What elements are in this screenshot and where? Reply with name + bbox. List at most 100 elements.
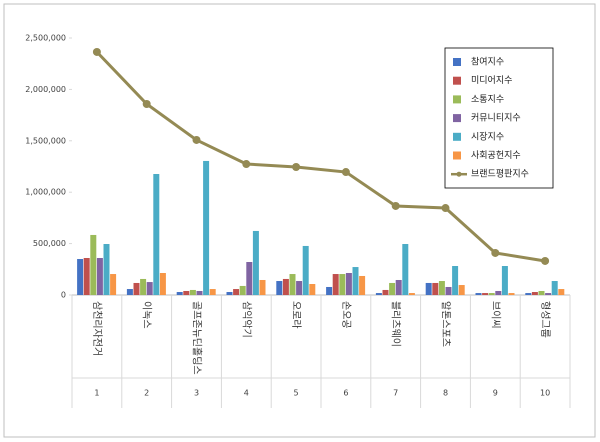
- rank-label: 1: [94, 389, 99, 398]
- bar: [226, 292, 233, 295]
- bar: [126, 289, 133, 295]
- legend-swatch: [453, 76, 461, 85]
- bar: [525, 293, 532, 295]
- legend-swatch: [453, 114, 461, 123]
- bar: [402, 244, 409, 295]
- bar: [488, 293, 495, 295]
- bar: [445, 286, 452, 295]
- bar: [233, 289, 240, 295]
- y-tick-label: 0: [61, 291, 66, 300]
- bar: [408, 293, 415, 295]
- bar: [209, 289, 216, 295]
- legend-label: 커뮤니티지수: [471, 113, 521, 124]
- x-tick-label: 알톤스포츠: [440, 301, 452, 347]
- x-tick-label: 삼천리자전거: [91, 301, 103, 356]
- line-marker: [192, 135, 201, 144]
- x-tick-label: 이녹스: [141, 301, 153, 329]
- bar: [77, 259, 84, 295]
- bar: [252, 230, 259, 295]
- legend-label: 사회공헌지수: [471, 150, 521, 161]
- bar: [282, 278, 289, 295]
- bar: [352, 267, 359, 295]
- bar: [176, 292, 183, 295]
- legend-label: 소통지수: [471, 94, 504, 105]
- legend-swatch: [453, 151, 461, 160]
- bar: [508, 293, 515, 295]
- rank-label: 5: [294, 389, 299, 398]
- bar: [438, 281, 445, 295]
- y-tick-label: 500,000: [33, 239, 66, 248]
- legend-label: 미디어지수: [471, 75, 512, 86]
- bar: [531, 292, 538, 295]
- bar: [482, 293, 489, 295]
- rank-label: 8: [443, 389, 448, 398]
- x-tick-label: 오로라: [290, 301, 302, 329]
- bar: [302, 245, 309, 295]
- bar: [133, 282, 140, 295]
- bar: [289, 274, 296, 295]
- bar: [501, 266, 508, 295]
- x-tick-label: 브이씨: [489, 301, 501, 329]
- y-tick-label: 1,000,000: [25, 188, 66, 197]
- bar: [183, 290, 190, 295]
- bar: [395, 279, 402, 295]
- bar: [345, 273, 352, 295]
- line-marker: [242, 160, 251, 169]
- legend-swatch: [453, 95, 461, 104]
- bar: [146, 282, 153, 295]
- y-tick-label: 1,500,000: [25, 136, 66, 145]
- legend-swatch: [453, 58, 461, 66]
- line-marker: [292, 163, 301, 172]
- x-tick-label: 삼익악기: [240, 301, 252, 338]
- bar: [83, 257, 90, 295]
- rank-label: 2: [144, 389, 149, 398]
- bar: [551, 281, 558, 295]
- bar: [239, 285, 246, 295]
- bar: [375, 293, 382, 295]
- bar: [159, 273, 166, 295]
- legend-label: 참여지수: [471, 56, 504, 68]
- legend-box: [444, 47, 554, 189]
- bar: [382, 289, 389, 295]
- rank-label: 4: [244, 389, 249, 398]
- bar: [458, 285, 465, 295]
- bar: [140, 278, 147, 295]
- bar: [276, 281, 283, 295]
- rank-label: 7: [393, 389, 398, 398]
- bar: [326, 286, 333, 295]
- line-marker: [441, 204, 450, 213]
- bar: [296, 281, 303, 295]
- bar: [203, 160, 210, 295]
- legend-label: 브랜드평판지수: [471, 169, 529, 180]
- bar: [246, 262, 253, 295]
- rank-label: 10: [540, 389, 550, 398]
- line-marker: [491, 248, 500, 257]
- bar: [545, 293, 552, 295]
- y-tick-label: 2,500,000: [25, 34, 66, 43]
- bar: [189, 289, 196, 295]
- x-tick-label: 골프존뉴딘홀딩스: [191, 301, 204, 375]
- rank-label: 3: [194, 389, 199, 398]
- bar: [538, 290, 545, 295]
- bar: [389, 282, 396, 295]
- bar: [332, 274, 339, 295]
- bar: [475, 293, 482, 295]
- x-tick-label: 형성그룹: [539, 301, 551, 338]
- line-marker: [541, 256, 550, 265]
- bar: [339, 274, 346, 295]
- rank-label: 9: [493, 389, 498, 398]
- line: [95, 50, 546, 263]
- bar: [196, 290, 203, 295]
- line-marker: [92, 47, 101, 56]
- line-marker: [341, 168, 350, 177]
- bar: [96, 257, 103, 295]
- bar: [110, 274, 117, 295]
- x-tick-label: 블리츠웨이: [390, 301, 402, 347]
- rank-label: 6: [343, 389, 348, 398]
- bar: [90, 234, 97, 295]
- legend-marker: [456, 171, 462, 177]
- line-marker: [391, 201, 400, 210]
- bar: [359, 275, 366, 295]
